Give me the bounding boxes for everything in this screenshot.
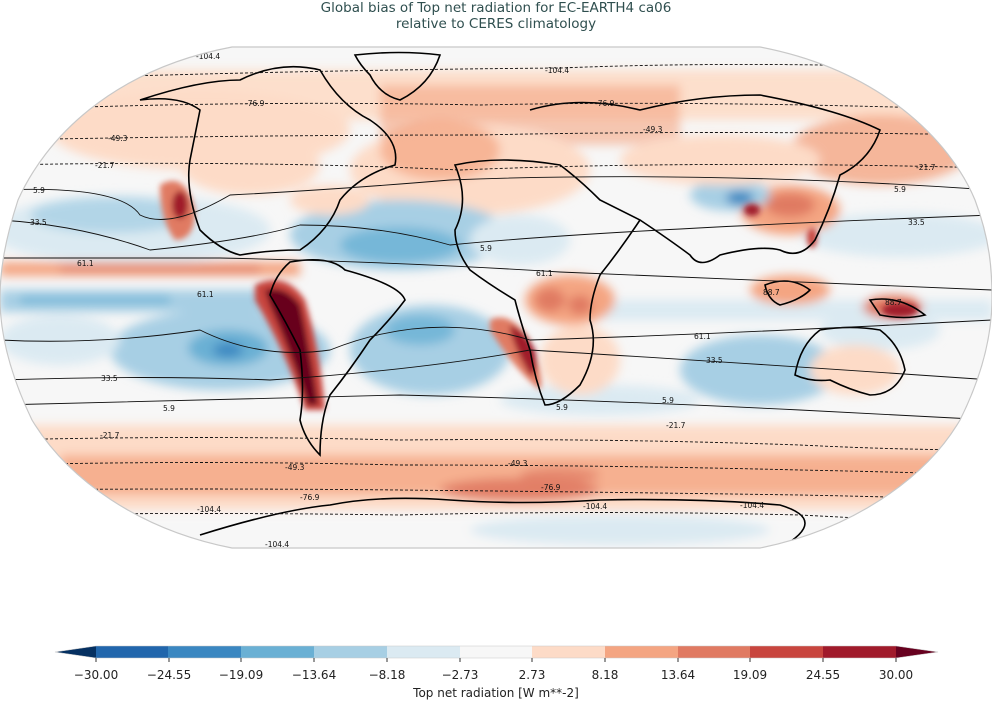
svg-text:5.9: 5.9 xyxy=(33,186,45,195)
tick-label: 8.18 xyxy=(591,668,619,682)
title-line-2: relative to CERES climatology xyxy=(395,16,597,32)
contour-labels: -104.4 -104.4 -76.9 -76.9 -49.3 -49.3 -2… xyxy=(30,52,936,549)
tick-label: −19.09 xyxy=(218,668,264,682)
title-line-1: Global bias of Top net radiation for EC-… xyxy=(320,0,672,16)
svg-text:33.5: 33.5 xyxy=(101,374,118,383)
coastlines xyxy=(139,51,927,548)
svg-text:88.7: 88.7 xyxy=(885,298,902,307)
bias-field: -104.4 -104.4 -76.9 -76.9 -49.3 -49.3 -2… xyxy=(0,47,992,549)
svg-text:33.5: 33.5 xyxy=(908,218,925,227)
svg-text:-49.3: -49.3 xyxy=(285,463,305,472)
tick-label: 13.64 xyxy=(660,668,696,682)
svg-text:5.9: 5.9 xyxy=(480,244,492,253)
svg-text:5.9: 5.9 xyxy=(556,403,568,412)
tick-label: 19.09 xyxy=(732,668,768,682)
map-boundary xyxy=(0,46,992,549)
colorbar-label: Top net radiation [W m**-2] xyxy=(413,686,579,700)
tick-label: 24.55 xyxy=(805,668,841,682)
svg-text:-76.9: -76.9 xyxy=(300,493,320,502)
chart-title: Global bias of Top net radiation for EC-… xyxy=(0,0,992,32)
svg-text:61.1: 61.1 xyxy=(694,332,711,341)
svg-text:61.1: 61.1 xyxy=(536,269,553,278)
svg-text:-104.4: -104.4 xyxy=(583,502,607,511)
climatology-contours xyxy=(0,63,992,526)
svg-text:-76.9: -76.9 xyxy=(245,99,265,108)
svg-text:-49.3: -49.3 xyxy=(643,125,663,134)
svg-text:33.5: 33.5 xyxy=(706,356,723,365)
svg-text:-21.7: -21.7 xyxy=(916,163,936,172)
tick-label: −2.73 xyxy=(441,668,479,682)
svg-text:-21.7: -21.7 xyxy=(666,421,686,430)
svg-text:-104.4: -104.4 xyxy=(545,66,569,75)
svg-text:61.1: 61.1 xyxy=(197,290,214,299)
tick-label: −13.64 xyxy=(291,668,337,682)
svg-text:5.9: 5.9 xyxy=(163,404,175,413)
svg-text:61.1: 61.1 xyxy=(77,259,94,268)
tick-label: −24.55 xyxy=(146,668,192,682)
svg-text:-104.4: -104.4 xyxy=(740,501,764,510)
tick-label: −30.00 xyxy=(73,668,119,682)
svg-text:-76.9: -76.9 xyxy=(541,483,561,492)
svg-text:-49.3: -49.3 xyxy=(508,459,528,468)
colorbar xyxy=(54,645,939,662)
tick-label: −8.18 xyxy=(368,668,406,682)
svg-text:-21.7: -21.7 xyxy=(100,431,120,440)
svg-text:5.9: 5.9 xyxy=(894,185,906,194)
svg-text:5.9: 5.9 xyxy=(662,396,674,405)
svg-text:-104.4: -104.4 xyxy=(197,505,221,514)
svg-text:-49.3: -49.3 xyxy=(108,134,128,143)
svg-text:-104.4: -104.4 xyxy=(265,540,289,549)
tick-label: 30.00 xyxy=(878,668,914,682)
svg-text:-21.7: -21.7 xyxy=(95,161,115,170)
tick-label: 2.73 xyxy=(518,668,546,682)
svg-text:88.7: 88.7 xyxy=(763,288,780,297)
svg-text:-104.4: -104.4 xyxy=(196,52,220,61)
svg-text:33.5: 33.5 xyxy=(30,218,47,227)
svg-text:-76.9: -76.9 xyxy=(595,99,615,108)
